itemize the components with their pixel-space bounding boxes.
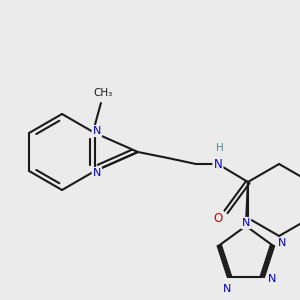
Text: N: N <box>242 218 250 228</box>
Text: N: N <box>93 126 101 136</box>
Text: N: N <box>93 168 101 178</box>
Text: CH₃: CH₃ <box>93 88 112 98</box>
Text: O: O <box>213 212 223 224</box>
Text: N: N <box>223 284 232 294</box>
Text: N: N <box>268 274 277 284</box>
Text: H: H <box>216 143 224 153</box>
Text: N: N <box>214 158 222 170</box>
Text: N: N <box>278 238 287 248</box>
